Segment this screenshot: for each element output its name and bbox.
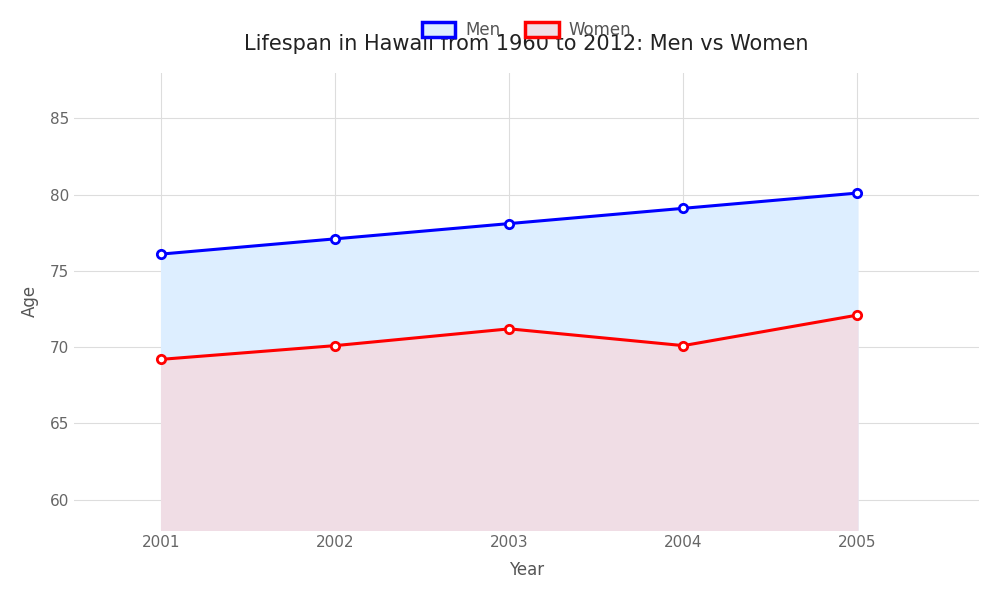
Title: Lifespan in Hawaii from 1960 to 2012: Men vs Women: Lifespan in Hawaii from 1960 to 2012: Me… <box>244 34 809 55</box>
Y-axis label: Age: Age <box>21 286 39 317</box>
Legend: Men, Women: Men, Women <box>422 22 631 40</box>
X-axis label: Year: Year <box>509 561 544 579</box>
